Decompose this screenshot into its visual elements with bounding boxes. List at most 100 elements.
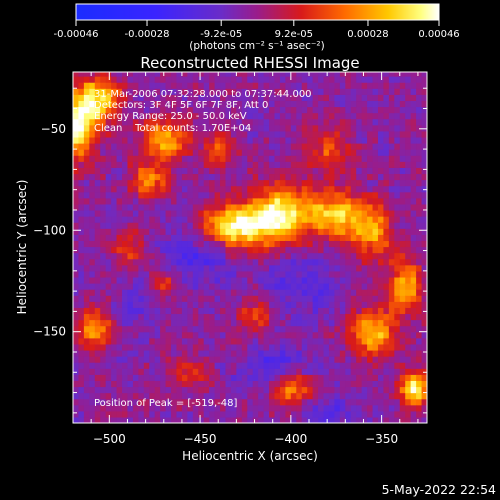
heatmap-cell	[176, 349, 183, 357]
heatmap-cell	[111, 173, 118, 181]
heatmap-cell	[73, 398, 80, 406]
heatmap-cell	[198, 130, 205, 138]
heatmap-cell	[143, 270, 150, 278]
heatmap-cell	[252, 301, 259, 308]
heatmap-cell	[116, 161, 123, 168]
heatmap-cell	[203, 173, 210, 181]
heatmap-cell	[252, 404, 259, 412]
heatmap-cell	[421, 216, 427, 223]
heatmap-cell	[83, 270, 90, 278]
heatmap-cell	[296, 258, 303, 266]
heatmap-cell	[111, 136, 118, 144]
heatmap-cell	[171, 307, 178, 315]
heatmap-cell	[372, 185, 379, 193]
heatmap-cell	[73, 112, 80, 120]
heatmap-cell	[318, 228, 325, 235]
heatmap-cell	[176, 161, 183, 168]
heatmap-cell	[388, 228, 395, 235]
heatmap-cell	[263, 143, 270, 150]
heatmap-cell	[78, 258, 85, 266]
heatmap-cell	[345, 404, 352, 412]
heatmap-cell	[339, 88, 346, 95]
heatmap-cell	[241, 197, 248, 205]
heatmap-cell	[241, 130, 248, 138]
heatmap-cell	[122, 331, 129, 339]
heatmap-cell	[73, 228, 80, 235]
heatmap-cell	[116, 264, 123, 272]
heatmap-cell	[252, 228, 259, 235]
heatmap-cell	[258, 337, 265, 345]
heatmap-cell	[421, 130, 427, 138]
heatmap-cell	[301, 398, 308, 406]
heatmap-cell	[307, 167, 314, 175]
heatmap-cell	[187, 228, 194, 235]
heatmap-cell	[78, 270, 85, 278]
heatmap-cell	[111, 246, 118, 254]
heatmap-cell	[220, 301, 227, 308]
heatmap-cell	[100, 167, 107, 175]
heatmap-cell	[209, 270, 216, 278]
heatmap-cell	[334, 234, 341, 242]
heatmap-cell	[94, 289, 101, 296]
heatmap-cell	[209, 337, 216, 345]
heatmap-cell	[122, 386, 129, 394]
heatmap-cell	[111, 276, 118, 284]
heatmap-cell	[220, 112, 227, 120]
heatmap-cell	[263, 307, 270, 315]
heatmap-cell	[410, 246, 417, 254]
heatmap-cell	[410, 319, 417, 327]
heatmap-cell	[258, 295, 265, 302]
heatmap-cell	[367, 143, 374, 150]
heatmap-cell	[312, 118, 319, 126]
heatmap-cell	[339, 143, 346, 150]
heatmap-cell	[328, 94, 336, 102]
heatmap-cell	[241, 143, 248, 150]
heatmap-cell	[154, 295, 161, 302]
heatmap-cell	[339, 404, 346, 412]
heatmap-cell	[220, 349, 227, 357]
heatmap-cell	[383, 374, 390, 381]
heatmap-cell	[83, 264, 90, 272]
heatmap-cell	[318, 179, 325, 187]
heatmap-cell	[339, 185, 346, 193]
heatmap-cell	[247, 343, 254, 351]
heatmap-cell	[187, 203, 194, 211]
heatmap-cell	[247, 264, 254, 272]
heatmap-cell	[334, 337, 341, 345]
heatmap-cell	[83, 368, 90, 375]
heatmap-cell	[132, 228, 139, 235]
heatmap-cell	[312, 209, 319, 217]
heatmap-cell	[285, 386, 292, 394]
heatmap-cell	[296, 179, 303, 187]
heatmap-cell	[285, 82, 292, 89]
heatmap-cell	[339, 179, 346, 187]
heatmap-cell	[220, 240, 227, 248]
heatmap-cell	[132, 337, 139, 345]
heatmap-cell	[269, 112, 276, 120]
heatmap-cell	[356, 94, 363, 102]
heatmap-cell	[405, 404, 412, 412]
heatmap-cell	[143, 130, 150, 138]
heatmap-cell	[181, 179, 188, 187]
heatmap-cell	[383, 289, 390, 296]
heatmap-cell	[171, 72, 178, 77]
heatmap-cell	[416, 222, 423, 229]
heatmap-cell	[301, 368, 308, 375]
heatmap-cell	[399, 118, 406, 126]
heatmap-cell	[258, 356, 265, 363]
heatmap-cell	[122, 216, 129, 223]
heatmap-cell	[181, 234, 188, 242]
heatmap-cell	[138, 374, 145, 381]
y-tick-label: −50	[41, 122, 66, 136]
heatmap-cell	[361, 94, 368, 102]
heatmap-cell	[236, 228, 243, 235]
heatmap-cell	[160, 216, 167, 223]
heatmap-cell	[410, 386, 417, 394]
heatmap-cell	[416, 398, 423, 406]
heatmap-cell	[220, 155, 227, 162]
heatmap-cell	[258, 94, 265, 102]
heatmap-cell	[399, 368, 406, 375]
heatmap-cell	[154, 228, 161, 235]
heatmap-cell	[339, 136, 346, 144]
heatmap-cell	[154, 289, 161, 296]
